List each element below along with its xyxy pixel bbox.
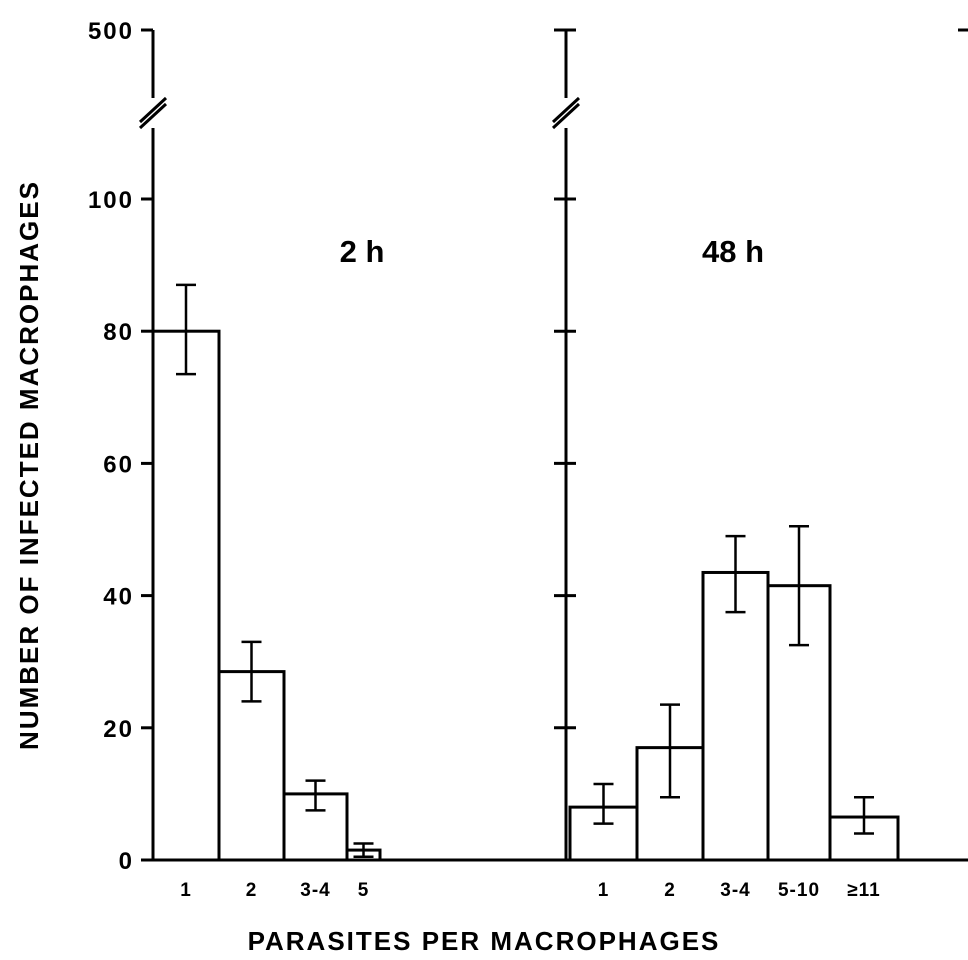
y-axis-title: NUMBER OF INFECTED MACROPHAGES xyxy=(14,180,44,750)
x-category-label: 1 xyxy=(598,880,610,901)
right-y-axis-break-mark xyxy=(551,102,581,130)
bar xyxy=(151,329,221,862)
y-tick-label: 500 xyxy=(88,18,134,45)
y-tick-label: 100 xyxy=(88,187,134,214)
y-tick-label: 0 xyxy=(119,848,134,875)
x-category-label: ≥11 xyxy=(847,880,881,901)
x-category-label: 5 xyxy=(358,880,370,901)
x-category-label: 5-10 xyxy=(778,880,820,901)
x-category-label: 2 xyxy=(246,880,258,901)
y-tick-label: 60 xyxy=(103,451,134,478)
chart-marks: 0 20 40 60 80 100 500 1 2 3-4 5 1 2 3-4 5-10 ≥11 xyxy=(88,18,968,901)
left-y-axis-break-mark xyxy=(138,96,168,124)
x-category-label: 1 xyxy=(180,880,192,901)
bar xyxy=(701,570,770,862)
left-y-axis-break-mark xyxy=(138,102,168,130)
panel-title-48h: 48 h xyxy=(702,234,764,269)
y-tick-label: 80 xyxy=(103,319,134,346)
y-tick-label: 40 xyxy=(103,584,134,611)
x-category-label: 2 xyxy=(664,880,676,901)
x-category-label: 3-4 xyxy=(720,880,750,901)
panel-title-2h: 2 h xyxy=(340,234,385,269)
x-category-label: 3-4 xyxy=(300,880,330,901)
bar xyxy=(217,670,286,862)
right-y-axis-break-mark xyxy=(551,96,581,124)
y-tick-label: 20 xyxy=(103,716,134,743)
x-axis-title: PARASITES PER MACROPHAGES xyxy=(248,926,721,956)
